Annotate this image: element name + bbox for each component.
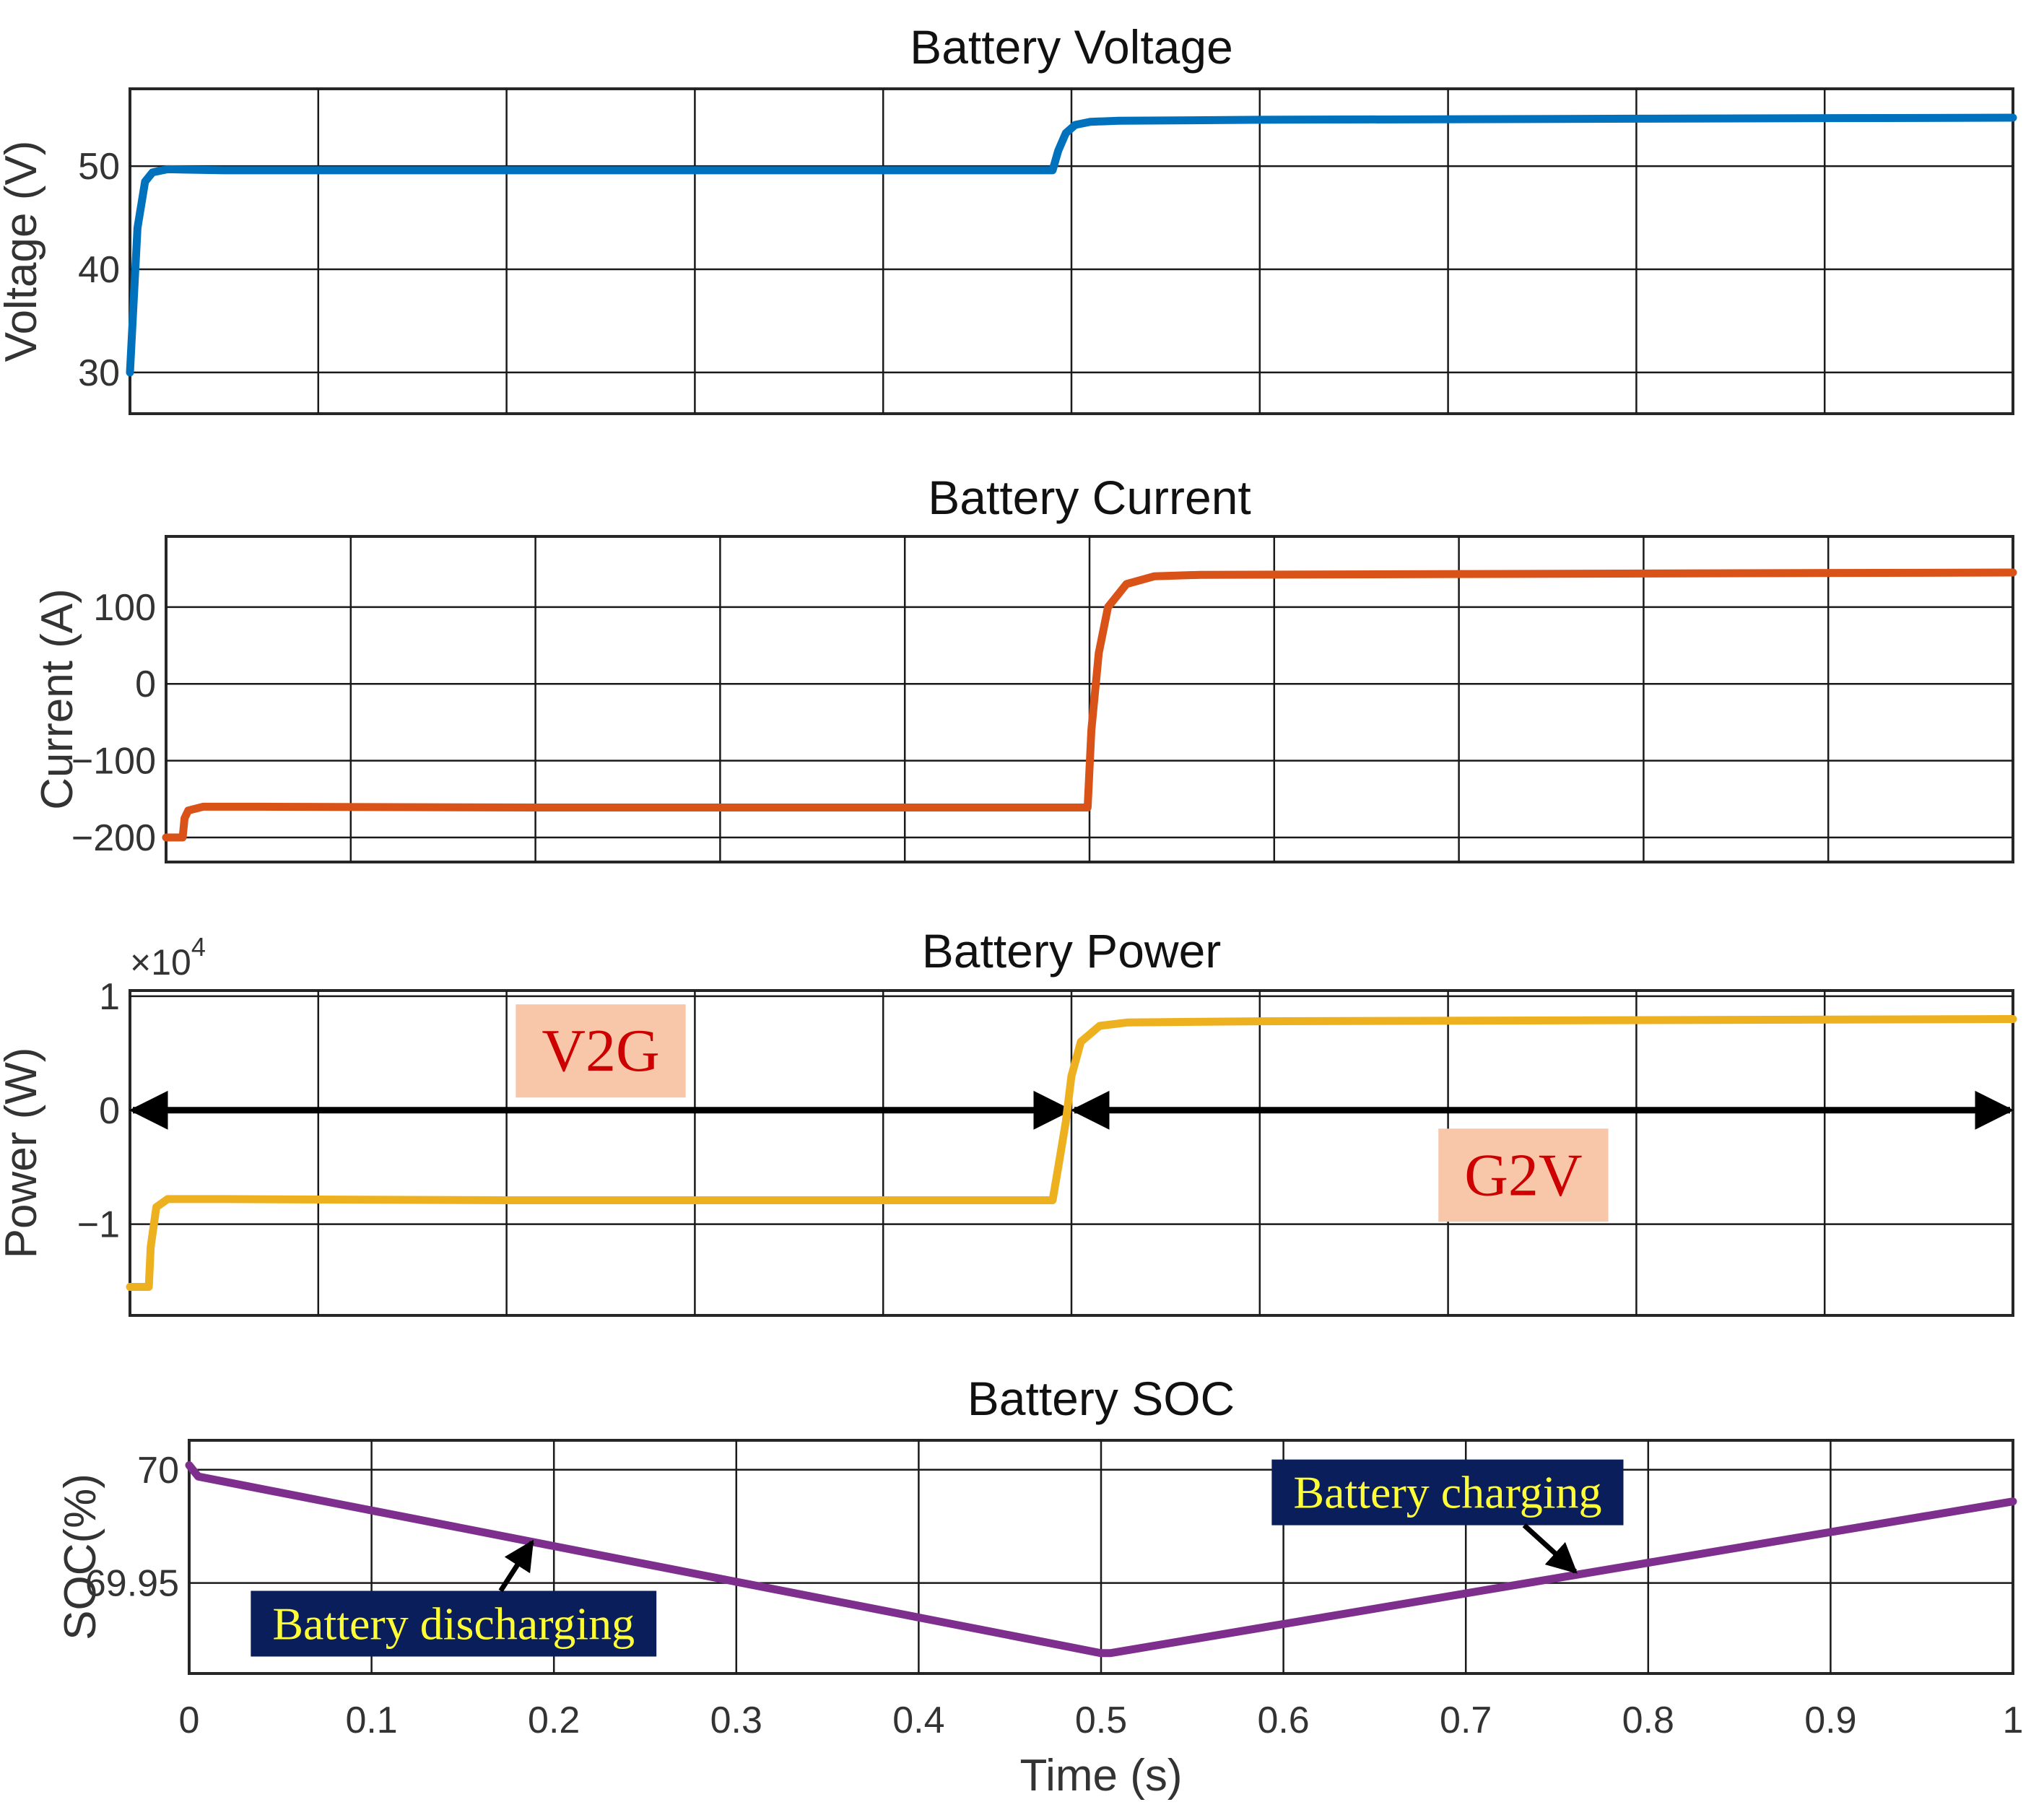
y-tick-label: 40 (78, 249, 120, 291)
x-axis-label: Time (s) (1020, 1751, 1183, 1801)
series-line (126, 113, 2017, 377)
series-line (126, 1015, 2017, 1291)
chart-title: Battery Voltage (910, 20, 1233, 74)
annotation-box (516, 1004, 686, 1098)
y-axis-label: Voltage (V) (0, 141, 46, 362)
x-tick-label: 0.8 (1622, 1699, 1674, 1741)
series-line (185, 1461, 2017, 1658)
chart-title: Battery SOC (967, 1372, 1235, 1425)
y-axis-exponent: ×104 (130, 932, 206, 983)
y-axis-label: Current (A) (32, 588, 82, 810)
annotation-badge: V2G (516, 1004, 686, 1098)
y-tick-label: 0 (135, 663, 156, 705)
y-tick-label: 69.95 (85, 1563, 179, 1605)
y-tick-label: 30 (78, 352, 120, 394)
y-tick-label: 70 (137, 1450, 179, 1492)
x-tick-label: 0.7 (1440, 1699, 1492, 1741)
annotation-arrow (498, 1539, 534, 1593)
x-tick-label: 0.3 (710, 1699, 762, 1741)
y-tick-label: 0 (99, 1090, 120, 1132)
chart-title: Battery Current (928, 471, 1251, 524)
annotation-box (1271, 1459, 1624, 1525)
x-tick-label: 0.6 (1257, 1699, 1309, 1741)
x-tick-label: 0.2 (528, 1699, 580, 1741)
chart-panel: 30 40 50 Battery Voltage Voltage (V) (0, 20, 2017, 415)
annotation-badge: Battery discharging (251, 1539, 657, 1657)
y-tick-label: 1 (99, 976, 120, 1018)
y-tick-label: 50 (78, 146, 120, 188)
y-tick-label: −100 (71, 741, 156, 783)
x-tick-label: 1 (2003, 1699, 2024, 1741)
y-axis-label: SOC(%) (56, 1474, 105, 1640)
series-line (162, 568, 2017, 842)
annotation-text: G2V (1464, 1141, 1582, 1209)
y-tick-label: −1 (77, 1204, 120, 1246)
y-axis-label: Power (W) (0, 1048, 46, 1259)
x-tick-label: 0 (179, 1699, 200, 1741)
annotation-text: Battery discharging (272, 1598, 635, 1650)
x-tick-label: 0.1 (345, 1699, 397, 1741)
annotation-badge: G2V (1438, 1128, 1609, 1222)
annotation-arrow (1522, 1523, 1578, 1574)
x-tick-label: 0.4 (892, 1699, 944, 1741)
chart-panel: −1 0 1 Battery Power Power (W) ×104 V2G G2V (0, 924, 2017, 1317)
annotation-box (1438, 1128, 1609, 1222)
annotation-text: V2G (542, 1017, 659, 1084)
chart-title: Battery Power (922, 924, 1222, 978)
chart-panel: −200 −100 0 100 Battery Current Current (A) (32, 471, 2017, 863)
annotation-text: Battery charging (1293, 1467, 1601, 1518)
x-tick-label: 0.9 (1804, 1699, 1856, 1741)
annotation-badge: Battery charging (1271, 1459, 1624, 1574)
x-tick-label: 0.5 (1075, 1699, 1127, 1741)
y-tick-label: −200 (71, 817, 156, 859)
annotation-box (251, 1590, 657, 1657)
y-tick-label: 100 (93, 587, 156, 629)
chart-panel: 69.95 70 0 0.1 0.2 0.3 0.4 0.5 0.6 0.7 0.8 0.9 1 Batt… (56, 1372, 2023, 1801)
